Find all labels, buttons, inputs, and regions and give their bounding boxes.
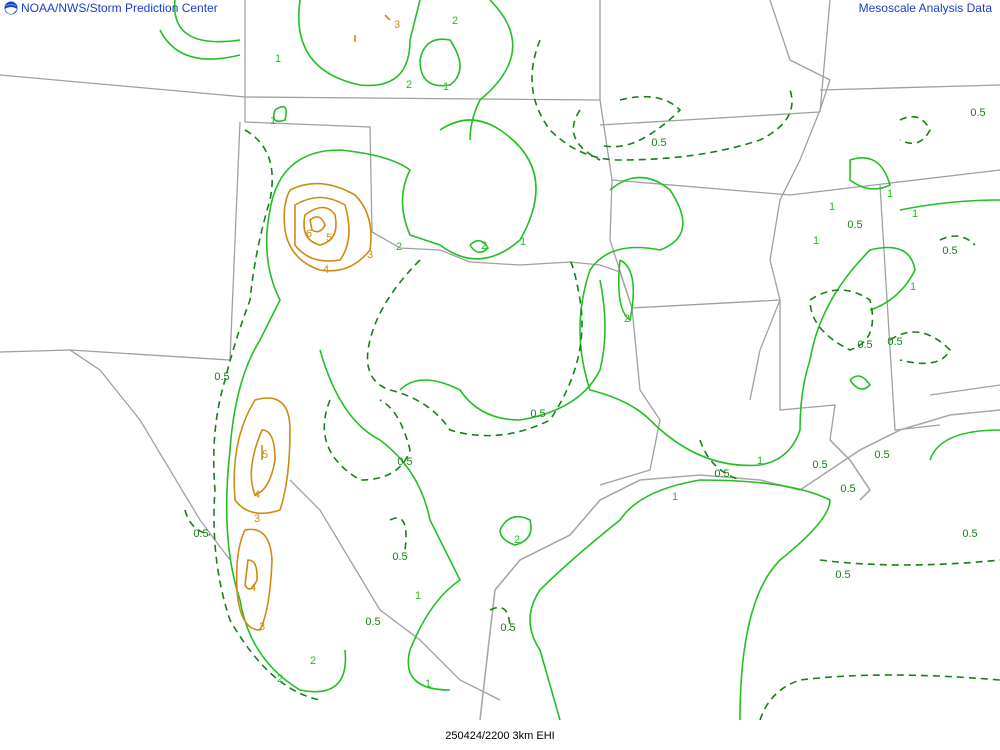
- contour-label: 4: [254, 489, 260, 501]
- contour-label: 1: [275, 53, 281, 65]
- contour-label: 0.5: [942, 245, 957, 257]
- contour-label: 1: [910, 281, 916, 293]
- state-borders: [0, 0, 1000, 701]
- contour-label: 2: [514, 534, 520, 546]
- contour-label: 0.5: [530, 408, 545, 420]
- map-caption: 250424/2200 3km EHI: [0, 722, 1000, 750]
- contour-label: 0.5: [970, 107, 985, 119]
- contour-label: 0.5: [651, 137, 666, 149]
- contour-label: 1: [887, 188, 893, 200]
- contour-label: 2: [624, 313, 630, 325]
- header-left: NOAA/NWS/Storm Prediction Center: [4, 1, 218, 15]
- contour-label: 0.5: [887, 336, 902, 348]
- contour-label: 0.5: [392, 551, 407, 563]
- contour-label: 3: [394, 19, 400, 31]
- contour-label: 0.5: [193, 528, 208, 540]
- contour-label: 0.5: [500, 622, 515, 634]
- ehi-contours: [159, 0, 1000, 721]
- contour-label: 1: [425, 678, 431, 690]
- contour-label: 2: [452, 15, 458, 27]
- contour-label: 2: [406, 79, 412, 91]
- contour-label: 1: [912, 208, 918, 220]
- contour-label: 2: [277, 673, 283, 685]
- contour-label: 3: [367, 249, 373, 261]
- contour-label: 0.5: [812, 459, 827, 471]
- contour-label: 4: [323, 264, 329, 276]
- contour-label: 0.5: [847, 219, 862, 231]
- map-canvas: 3 2 1 2 1 1 1 0.5 0.5 0.5 6 5 4 3 2 2 2 1 0.5 0.5 0.5 1 0.5 0.5…: [0, 0, 1000, 721]
- contour-label: 0.5: [214, 371, 229, 383]
- contour-label: 4: [250, 582, 256, 594]
- contour-label: 1: [520, 236, 526, 248]
- noaa-logo-icon: [4, 1, 18, 15]
- contour-label: 1: [757, 455, 763, 467]
- contour-label: 0.5: [397, 456, 412, 468]
- contour-label: 1: [270, 115, 276, 127]
- contour-label: 3: [254, 513, 260, 525]
- contour-label: 5: [326, 232, 332, 244]
- contour-label: 2: [310, 655, 316, 667]
- contour-label: 2: [481, 240, 487, 252]
- coastline: [479, 409, 1000, 721]
- header-left-title: NOAA/NWS/Storm Prediction Center: [21, 1, 218, 15]
- contour-label: 0.5: [962, 528, 977, 540]
- contour-label: 1: [443, 81, 449, 93]
- contour-label: 0.5: [365, 616, 380, 628]
- contour-label: 0.5: [874, 449, 889, 461]
- contour-label: 1: [672, 491, 678, 503]
- contour-label: 3: [259, 621, 265, 633]
- contour-label: 0.5: [714, 468, 729, 480]
- contour-labels: 3 2 1 2 1 1 1 0.5 0.5 0.5 6 5 4 3 2 2 2 1 0.5 0.5 0.5 1 0.5 0.5…: [193, 15, 985, 690]
- contour-label: 0.5: [835, 569, 850, 581]
- contour-label: 1: [415, 590, 421, 602]
- contour-label: 6: [306, 228, 312, 240]
- header-right-title: Mesoscale Analysis Data: [858, 1, 992, 15]
- contour-label: 5: [262, 449, 268, 461]
- contour-label: 1: [829, 201, 835, 213]
- contour-label: 2: [396, 241, 402, 253]
- contour-label: 0.5: [857, 339, 872, 351]
- contour-label: 0.5: [840, 483, 855, 495]
- contour-label: 1: [813, 235, 819, 247]
